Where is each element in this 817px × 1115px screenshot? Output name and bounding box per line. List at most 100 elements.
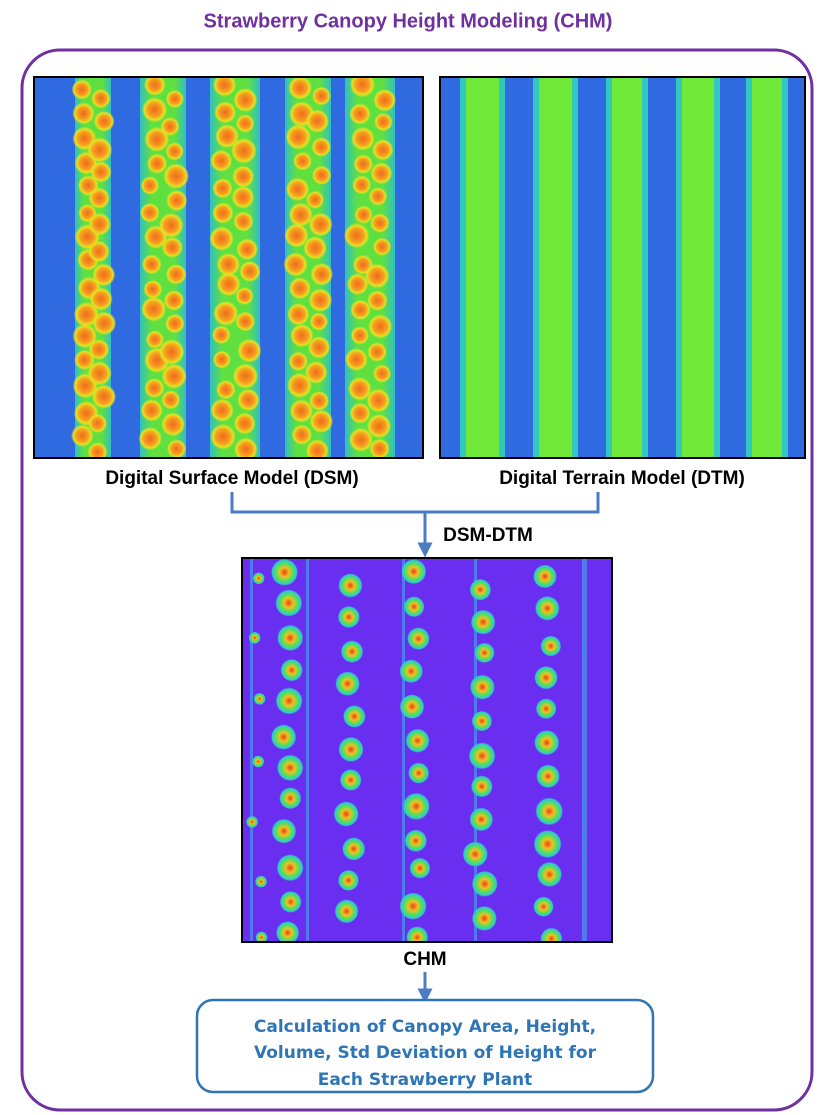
plant [338, 606, 360, 628]
plant [474, 643, 494, 663]
plant [231, 138, 257, 164]
plant [271, 559, 298, 586]
plant [286, 177, 310, 201]
plant [254, 693, 266, 705]
plant [306, 191, 324, 209]
output-line: Volume, Std Deviation of Height for [254, 1043, 597, 1063]
plant [406, 926, 428, 948]
plant [283, 252, 307, 276]
plant [312, 86, 331, 105]
operation: DSM-DTM [443, 525, 533, 546]
plant [533, 565, 557, 589]
texture [578, 77, 606, 458]
plant [373, 364, 391, 382]
plant [232, 186, 255, 209]
plant [276, 687, 303, 714]
plant [164, 290, 185, 311]
plant [160, 117, 179, 136]
plant [232, 166, 254, 188]
plant [309, 391, 329, 411]
plant [210, 150, 232, 172]
plant [147, 153, 167, 173]
plant [234, 412, 256, 434]
plant [534, 730, 559, 755]
plant [369, 439, 389, 459]
plant [289, 352, 309, 372]
plant [239, 261, 260, 282]
plant [470, 808, 494, 832]
plant [338, 870, 359, 891]
texture [306, 558, 309, 942]
plant [463, 842, 488, 867]
plant [370, 162, 392, 184]
plant [89, 339, 110, 360]
plant [303, 236, 327, 260]
plant [354, 154, 374, 174]
plant [472, 871, 498, 897]
plant [310, 312, 328, 330]
plant [351, 326, 369, 344]
plant [540, 928, 562, 950]
plant [334, 801, 359, 826]
plant [210, 424, 236, 450]
output-line: Calculation of Canopy Area, Height, [254, 1017, 596, 1037]
title: Strawberry Canopy Height Modeling (CHM) [204, 10, 613, 32]
plant [161, 412, 185, 436]
plant [471, 610, 496, 635]
plant [277, 755, 303, 781]
plant [536, 765, 559, 788]
dtm-image [434, 77, 814, 458]
plant [368, 314, 392, 338]
plant [374, 113, 393, 132]
plant [367, 290, 388, 311]
plant [88, 213, 111, 236]
plant [163, 163, 189, 189]
plant [141, 296, 166, 321]
texture [440, 77, 460, 458]
plant [350, 72, 375, 97]
plant [401, 559, 426, 584]
plant [166, 90, 184, 108]
plant [367, 414, 392, 439]
plant [233, 88, 257, 112]
plant [277, 854, 304, 881]
plant [144, 378, 164, 398]
plant [399, 659, 422, 682]
plant [165, 314, 185, 334]
plant [537, 862, 562, 887]
plant [535, 596, 560, 621]
plant [469, 743, 496, 770]
plant [370, 213, 390, 233]
plant [470, 579, 491, 600]
diagram: Strawberry Canopy Height Modeling (CHM) … [0, 0, 817, 1115]
plant [472, 711, 492, 731]
plant [72, 79, 92, 99]
plant [272, 819, 297, 844]
plant [236, 238, 258, 260]
dsm-image [34, 72, 423, 462]
plant [308, 336, 331, 359]
plant [338, 737, 363, 762]
plant [306, 109, 330, 133]
plant [235, 312, 255, 332]
plant [88, 414, 107, 433]
plant [279, 787, 301, 809]
plant [351, 127, 375, 151]
plant [410, 858, 431, 879]
plant [534, 666, 557, 689]
plant [138, 427, 162, 451]
plant [470, 675, 495, 700]
plant [165, 142, 183, 160]
plant [373, 238, 391, 256]
dtm-label: Digital Terrain Model (DTM) [499, 468, 745, 489]
plant [352, 175, 371, 194]
plant [280, 891, 302, 913]
plant [400, 694, 425, 719]
plant [373, 89, 396, 112]
plant [405, 830, 427, 852]
plant [407, 627, 429, 649]
plant [343, 705, 366, 728]
plant [159, 339, 185, 365]
texture [582, 558, 587, 942]
plant [209, 226, 234, 251]
